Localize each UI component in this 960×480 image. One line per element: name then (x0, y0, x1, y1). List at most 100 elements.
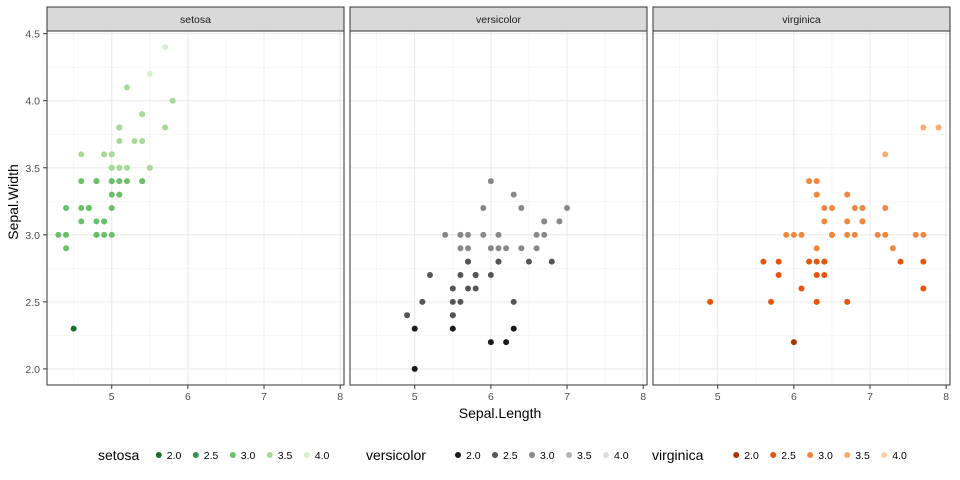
y-axis: 2.0 2.5 3.0 3.5 4.0 4.5 (25, 29, 47, 376)
data-point (472, 272, 479, 279)
panel-background (350, 31, 647, 385)
data-point (449, 298, 456, 305)
legend-versicolor: versicolor 2.0 2.5 3.0 3.5 4.0 (366, 447, 629, 463)
legend-key (492, 452, 498, 458)
legend-label: 3.0 (540, 450, 555, 462)
data-point (859, 205, 866, 211)
legend-label: 3.5 (278, 450, 293, 462)
data-point (123, 178, 130, 185)
data-point (108, 231, 115, 238)
data-point (131, 137, 138, 144)
x-tick-label: 7 (261, 391, 267, 403)
data-point (912, 231, 919, 238)
legend-label: 4.0 (614, 450, 629, 462)
legend-title: virginica (652, 447, 704, 463)
legend-key (155, 452, 162, 458)
legend-key (266, 452, 273, 458)
data-point (411, 325, 418, 332)
data-point (63, 245, 70, 252)
data-point (828, 205, 835, 211)
data-point (449, 285, 456, 292)
legend-key (529, 452, 535, 458)
data-point (93, 231, 100, 238)
data-point (487, 339, 494, 346)
legend-label: 3.5 (855, 450, 870, 462)
data-point (426, 272, 433, 279)
data-point (101, 218, 108, 225)
data-point (821, 258, 828, 265)
data-point (411, 365, 418, 372)
legend-label: 2.0 (744, 450, 759, 462)
data-point (844, 298, 851, 305)
legend-label: 2.5 (503, 450, 518, 462)
data-point (480, 231, 487, 238)
data-point (495, 245, 502, 252)
x-tick-label: 8 (337, 391, 343, 403)
legend-setosa: setosa 2.0 2.5 3.0 3.5 4.0 (98, 447, 330, 463)
data-point (146, 70, 153, 77)
data-point (813, 298, 820, 305)
data-point (63, 205, 70, 211)
y-axis-title: Sepal.Width (5, 164, 21, 239)
data-point (790, 231, 797, 238)
y-tick-label: 3.0 (25, 230, 40, 242)
data-point (457, 272, 464, 279)
x-tick-label: 7 (564, 391, 570, 403)
data-point (510, 325, 517, 332)
data-point (146, 164, 153, 171)
x-tick-label: 5 (412, 391, 418, 403)
data-point (821, 205, 828, 211)
data-point (472, 285, 479, 292)
x-tick-label: 5 (715, 391, 721, 403)
data-point (775, 272, 782, 279)
data-point (78, 205, 85, 211)
data-point (935, 124, 942, 131)
legend-key (881, 452, 888, 458)
data-point (139, 111, 146, 118)
data-point (768, 298, 775, 305)
data-point (419, 298, 426, 305)
data-point (55, 231, 62, 238)
legend-label: 4.0 (315, 450, 330, 462)
data-point (101, 231, 108, 238)
y-tick-label: 2.5 (25, 297, 40, 309)
data-point (564, 205, 571, 211)
data-point (813, 245, 820, 252)
legend-key (603, 452, 609, 458)
data-point (78, 178, 85, 185)
data-point (760, 258, 767, 265)
x-tick-label: 5 (109, 391, 115, 403)
data-point (813, 272, 820, 279)
data-point (525, 258, 532, 265)
data-point (108, 164, 115, 171)
data-point (93, 218, 100, 225)
y-tick-label: 4.0 (25, 96, 40, 108)
data-point (510, 191, 517, 198)
data-point (851, 231, 858, 238)
data-point (821, 218, 828, 225)
data-point (457, 298, 464, 305)
panel-background (653, 31, 950, 385)
data-point (457, 245, 464, 252)
data-point (442, 231, 449, 238)
data-point (806, 178, 813, 185)
legend-key (844, 452, 851, 458)
data-point (449, 312, 456, 319)
data-point (108, 191, 115, 198)
data-point (404, 312, 411, 319)
legend-label: 3.0 (241, 450, 256, 462)
data-point (783, 231, 790, 238)
legends: setosa 2.0 2.5 3.0 3.5 4.0 versicolor 2.0 2.5 3.0… (98, 447, 907, 463)
data-point (495, 258, 502, 265)
data-point (116, 191, 123, 198)
legend-title: setosa (98, 447, 139, 463)
data-point (828, 231, 835, 238)
legend-title: versicolor (366, 447, 426, 463)
data-point (108, 205, 115, 211)
facet-strip-label: virginica (782, 14, 821, 26)
data-point (465, 231, 472, 238)
data-point (101, 151, 108, 158)
data-point (116, 178, 123, 185)
data-point (85, 205, 92, 211)
